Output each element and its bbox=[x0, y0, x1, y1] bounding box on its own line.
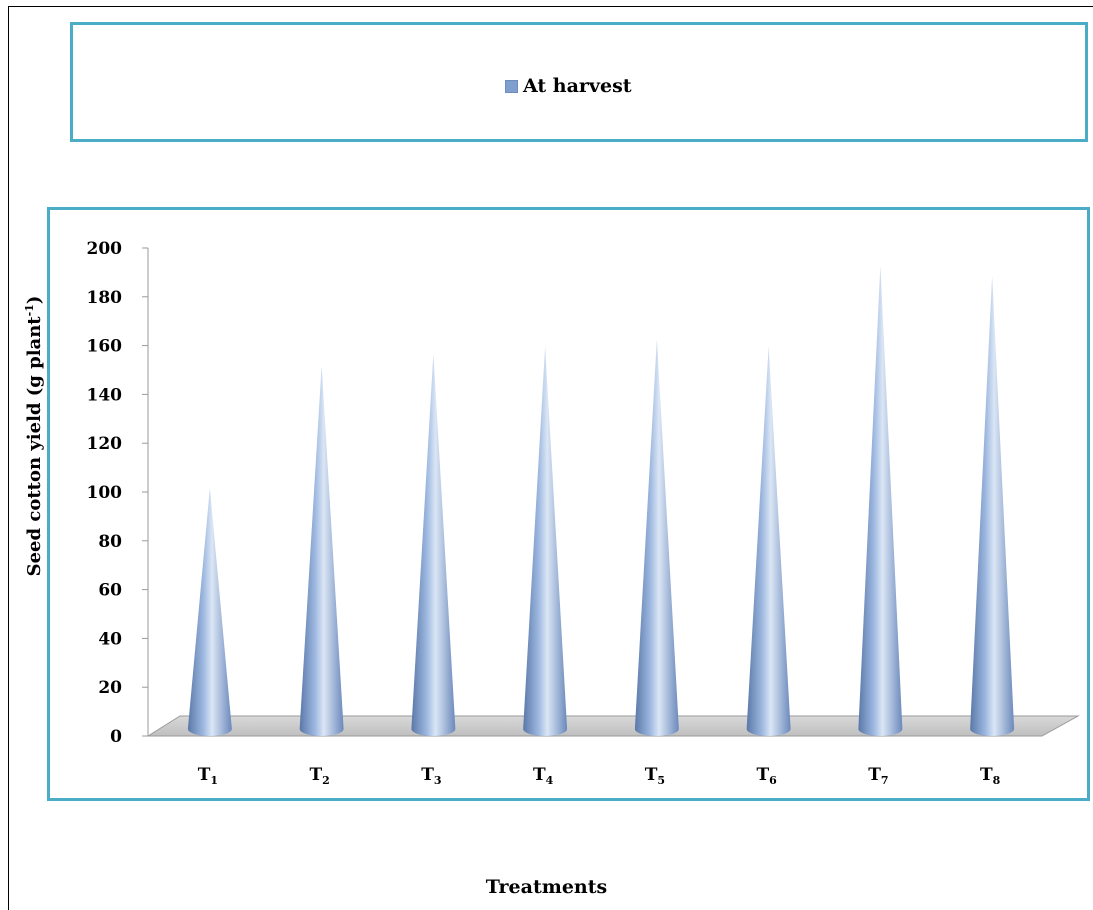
figure-frame bbox=[8, 6, 1093, 910]
cone-body bbox=[187, 488, 232, 736]
legend-label: At harvest bbox=[523, 75, 632, 97]
y-axis: 0 20 40 60 80 100 120 140 160 180 200 bbox=[87, 239, 149, 747]
y-tick-label: 100 bbox=[87, 483, 123, 503]
bars bbox=[187, 265, 1015, 736]
bar-cone bbox=[299, 366, 344, 736]
cone-body bbox=[858, 265, 903, 736]
y-tick-label: 120 bbox=[87, 434, 123, 454]
x-tick-label: T4 bbox=[533, 765, 554, 787]
x-tick-label: T2 bbox=[309, 765, 329, 787]
bar-cone bbox=[970, 275, 1015, 736]
legend-box: At harvest bbox=[70, 22, 1088, 142]
x-axis-title: Treatments bbox=[485, 876, 608, 898]
bar-cone bbox=[523, 346, 568, 736]
plot-area-box bbox=[47, 207, 1090, 801]
cone-body bbox=[634, 339, 679, 736]
y-tick-label: 180 bbox=[87, 288, 123, 308]
y-tick-label: 140 bbox=[87, 385, 123, 405]
y-tick-label: 40 bbox=[98, 629, 122, 649]
y-tick-label: 0 bbox=[110, 727, 122, 747]
y-tick-label: 200 bbox=[87, 239, 123, 259]
bar-cone bbox=[411, 353, 456, 736]
bar-cone bbox=[746, 346, 791, 736]
floor-plane bbox=[146, 715, 1080, 737]
x-tick-label: T7 bbox=[868, 765, 888, 787]
cone-body bbox=[746, 346, 791, 736]
legend-item-at-harvest: At harvest bbox=[505, 75, 632, 97]
cone-body bbox=[970, 275, 1015, 736]
x-tick-label: T5 bbox=[645, 765, 665, 787]
y-tick-label: 80 bbox=[98, 532, 122, 552]
y-tick-label: 60 bbox=[98, 581, 122, 601]
x-tick-label: T8 bbox=[980, 765, 1001, 787]
bar-cone bbox=[858, 265, 903, 736]
x-tick-label: T1 bbox=[198, 765, 218, 787]
bar-cone bbox=[187, 488, 232, 736]
cone-body bbox=[299, 366, 344, 736]
legend-swatch bbox=[505, 79, 518, 93]
cone-body bbox=[523, 346, 568, 736]
bar-cone bbox=[634, 339, 679, 736]
y-axis-title: Seed cotton yield (g plant-1) bbox=[23, 296, 45, 577]
y-tick-label: 20 bbox=[98, 678, 122, 698]
x-tick-label: T3 bbox=[421, 765, 441, 787]
cone-body bbox=[411, 353, 456, 736]
y-tick-label: 160 bbox=[87, 337, 123, 357]
chart-floor bbox=[146, 715, 1080, 737]
x-tick-label: T6 bbox=[756, 765, 777, 787]
x-axis-categories: T1 T2 T3 T4 T5 T6 T7 T8 bbox=[198, 765, 1001, 787]
